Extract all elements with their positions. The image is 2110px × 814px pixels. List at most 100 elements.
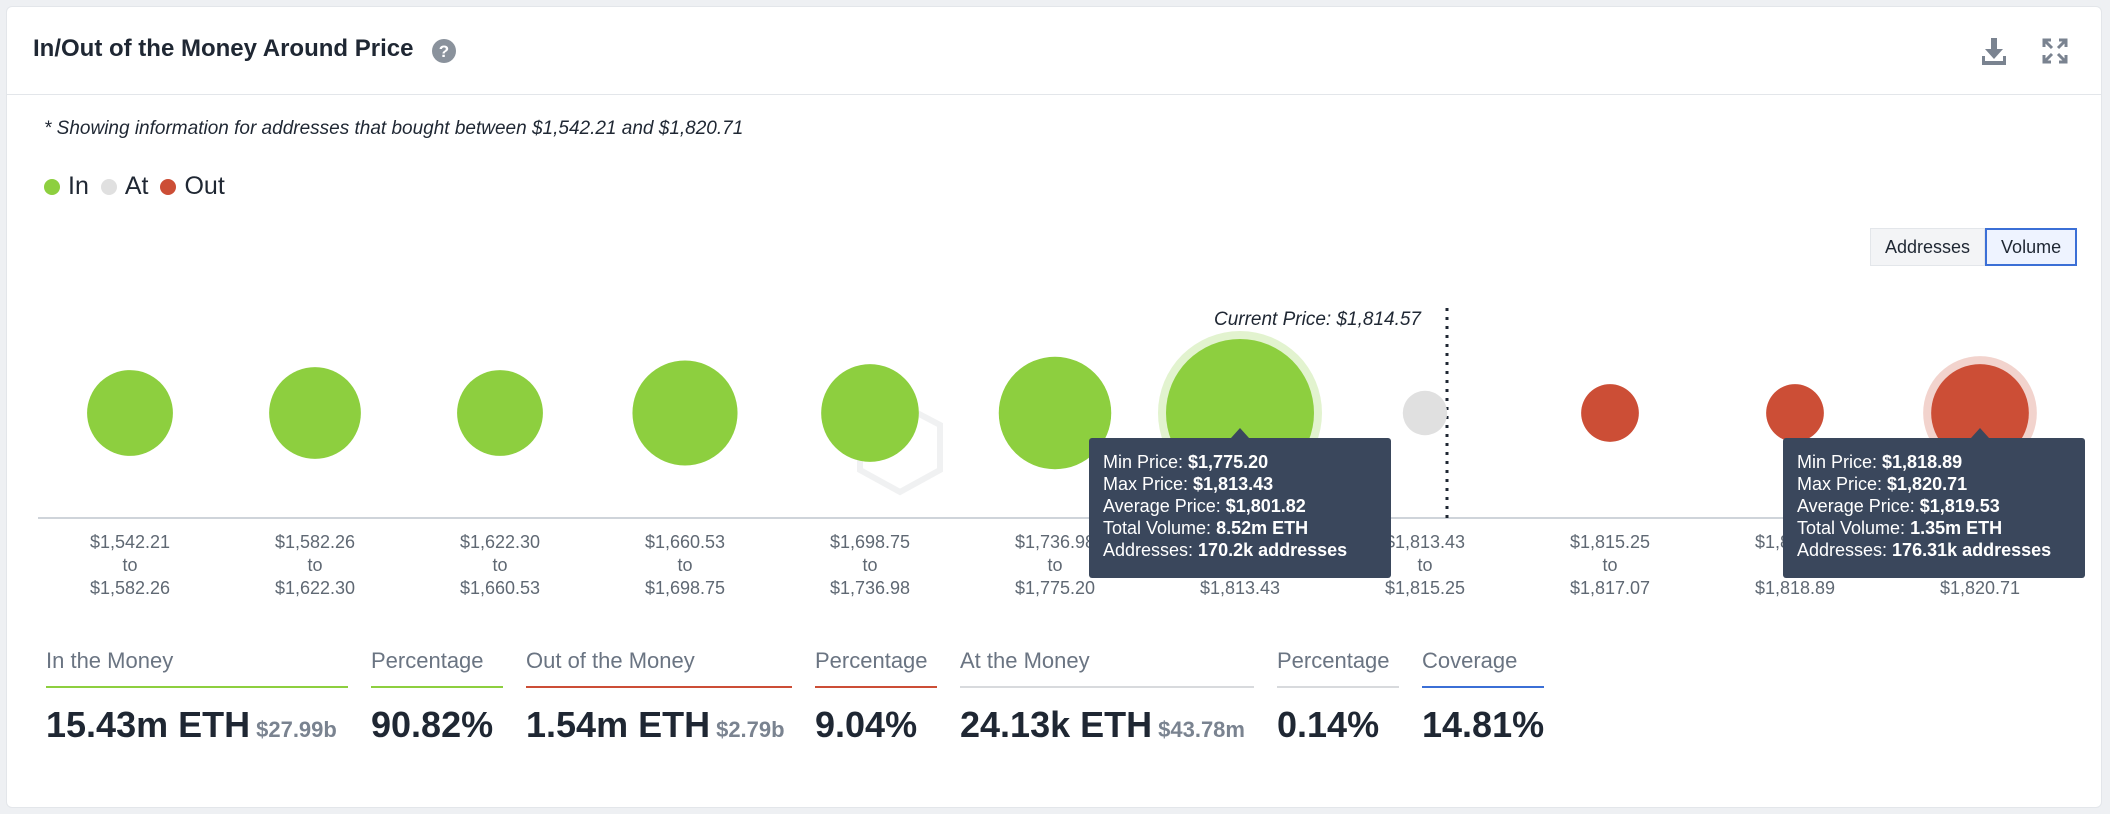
- tooltip-row: Addresses: 170.2k addresses: [1103, 540, 1347, 560]
- tick-label-from: $1,622.30: [460, 532, 540, 552]
- tooltip-row: Average Price: $1,819.53: [1797, 496, 2000, 516]
- stat-label: Percentage: [1277, 648, 1390, 673]
- tick-label-to: $1,813.43: [1200, 578, 1280, 598]
- tooltip-row: Min Price: $1,775.20: [1103, 452, 1268, 472]
- tick-label-from: $1,660.53: [645, 532, 725, 552]
- stat-at-percentage: Percentage 0.14%: [1277, 648, 1399, 746]
- tick-label-to: $1,817.07: [1570, 578, 1650, 598]
- bubble-out[interactable]: [1931, 364, 2029, 462]
- tick-label-to-word: to: [492, 555, 507, 575]
- tick-label-to: $1,698.75: [645, 578, 725, 598]
- bubble-at[interactable]: [1402, 390, 1448, 436]
- bubble-in[interactable]: [87, 370, 173, 456]
- metric-toggle: Addresses Volume: [1870, 228, 2078, 266]
- bubble-out[interactable]: [1581, 384, 1639, 442]
- stat-underline: [371, 686, 503, 688]
- stat-in-percentage: Percentage 90.82%: [371, 648, 503, 746]
- stat-underline: [815, 686, 937, 688]
- stat-usd-value: $2.79b: [716, 717, 785, 742]
- tick-label-to: $1,736.98: [830, 578, 910, 598]
- stat-underline: [960, 686, 1254, 688]
- stat-in-the-money: In the Money 15.43m ETH $27.99b: [46, 648, 348, 746]
- legend-dot-at: [100, 178, 117, 195]
- tick-label-to: $1,818.89: [1755, 578, 1835, 598]
- tick-label-to: $1,582.26: [90, 578, 170, 598]
- bubble-chart: Current Price: $1,814.57 $1,542.21 to $1,58…: [38, 308, 2085, 598]
- stat-value: 1.54m ETH $2.79b: [526, 704, 785, 745]
- stat-underline: [526, 686, 792, 688]
- tick-label-to: $1,660.53: [460, 578, 540, 598]
- legend-label-in: In: [68, 172, 89, 200]
- stat-value: 14.81%: [1422, 704, 1545, 745]
- tick-label-to-word: to: [1602, 555, 1617, 575]
- stat-usd-value: $43.78m: [1158, 717, 1245, 742]
- tooltip-row: Min Price: $1,818.89: [1797, 452, 1962, 472]
- addresses-toggle-button[interactable]: Addresses: [1870, 228, 1986, 266]
- tick-label-to: $1,820.71: [1940, 578, 2020, 598]
- tick-label-from: $1,813.43: [1385, 532, 1465, 552]
- stat-value: 0.14%: [1277, 704, 1380, 745]
- tick-label-from: $1,542.21: [90, 532, 170, 552]
- stat-label: At the Money: [960, 648, 1090, 673]
- stat-value: 9.04%: [815, 704, 918, 745]
- stat-label: Out of the Money: [526, 648, 695, 673]
- stat-coverage: Coverage 14.81%: [1422, 648, 1544, 746]
- stat-label: In the Money: [46, 648, 174, 673]
- tick-label-from: $1,582.26: [275, 532, 355, 552]
- tick-label-from: $1,736.98: [1015, 532, 1095, 552]
- tooltip-row: Average Price: $1,801.82: [1103, 496, 1306, 516]
- bubble-out[interactable]: [1766, 384, 1824, 442]
- tick-label-to-word: to: [677, 555, 692, 575]
- legend-item-in[interactable]: In: [44, 172, 89, 201]
- tick-label-to-word: to: [862, 555, 877, 575]
- tooltip-row: Addresses: 176.31k addresses: [1797, 540, 2051, 560]
- stat-at-the-money: At the Money 24.13k ETH $43.78m: [960, 648, 1254, 746]
- tick-label-to: $1,622.30: [275, 578, 355, 598]
- stat-underline: [1422, 686, 1544, 688]
- tooltip-background: [1783, 438, 2085, 578]
- tick-label-from: $1,698.75: [830, 532, 910, 552]
- expand-icon[interactable]: [2041, 37, 2069, 65]
- legend-dot-out: [160, 178, 177, 195]
- stat-value: 15.43m ETH $27.99b: [46, 704, 337, 745]
- tick-label-to-word: to: [307, 555, 322, 575]
- help-circle-icon[interactable]: ?: [431, 38, 457, 64]
- download-icon[interactable]: [1979, 35, 2009, 67]
- bubble-in[interactable]: [998, 356, 1112, 470]
- stat-out-percentage: Percentage 9.04%: [815, 648, 937, 746]
- legend-item-at[interactable]: At: [100, 172, 149, 201]
- stat-value: 24.13k ETH $43.78m: [960, 704, 1245, 745]
- tooltip-row: Total Volume: 1.35m ETH: [1797, 518, 2002, 538]
- bubble-in[interactable]: [269, 367, 361, 459]
- card-header: In/Out of the Money Around Price ?: [7, 7, 2101, 95]
- stat-label: Coverage: [1422, 648, 1518, 673]
- legend-dot-in: [44, 178, 60, 195]
- range-note: * Showing information for addresses that…: [44, 118, 744, 139]
- current-price-label: Current Price: $1,814.57: [1214, 309, 1422, 330]
- bubble-in[interactable]: [632, 360, 738, 466]
- svg-text:?: ?: [439, 42, 449, 61]
- tick-label-from: $1,815.25: [1570, 532, 1650, 552]
- stat-out-of-the-money: Out of the Money 1.54m ETH $2.79b: [526, 648, 792, 746]
- volume-toggle-button[interactable]: Volume: [1985, 228, 2078, 266]
- stat-underline: [1277, 686, 1399, 688]
- bubble-in[interactable]: [457, 370, 543, 456]
- tick-label-to-word: to: [122, 555, 137, 575]
- stat-label: Percentage: [815, 648, 928, 673]
- tooltip-arrow: [1231, 428, 1249, 438]
- stat-underline: [46, 686, 348, 688]
- legend-label-at: At: [124, 172, 149, 200]
- bubble-in[interactable]: [821, 364, 919, 462]
- tooltip-row: Max Price: $1,813.43: [1103, 474, 1273, 494]
- tooltip-arrow: [1971, 428, 1989, 438]
- tick-label-to: $1,815.25: [1385, 578, 1465, 598]
- tick-label-to: $1,775.20: [1015, 578, 1095, 598]
- stat-label: Percentage: [371, 648, 484, 673]
- legend: In At Out: [44, 172, 237, 201]
- tick-label-to-word: to: [1417, 555, 1432, 575]
- legend-item-out[interactable]: Out: [160, 172, 225, 201]
- tick-label-to-word: to: [1047, 555, 1062, 575]
- tooltip-row: Max Price: $1,820.71: [1797, 474, 1967, 494]
